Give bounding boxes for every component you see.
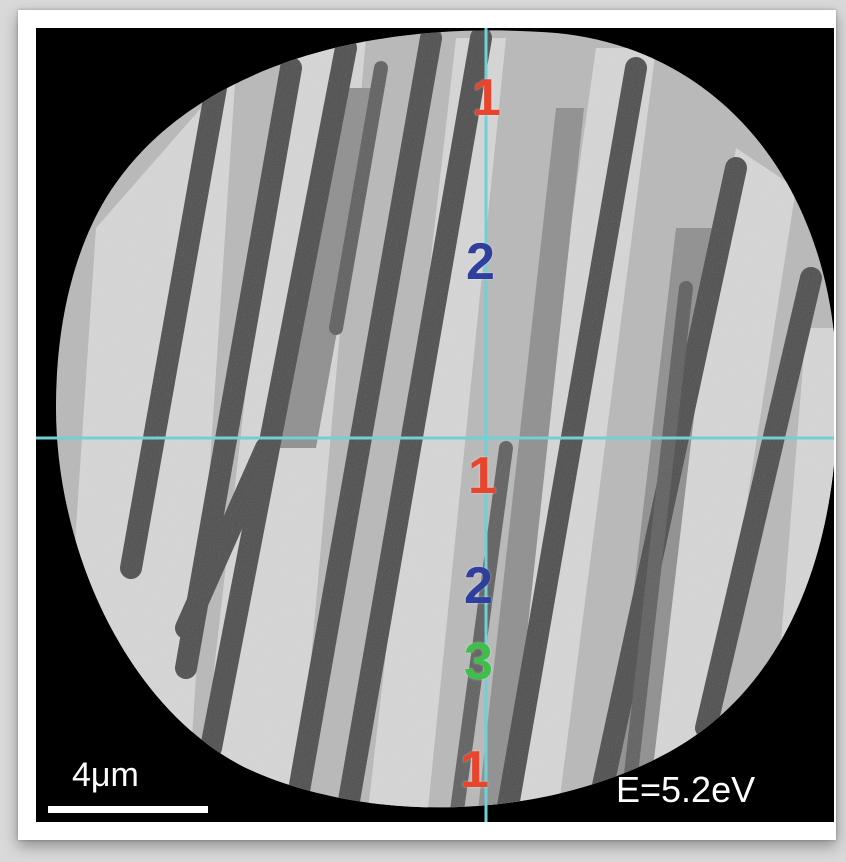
region-label-2-lower: 2	[464, 557, 493, 615]
region-label-2-upper: 2	[466, 233, 495, 291]
energy-label: E=5.2eV	[616, 769, 756, 810]
scale-bar	[48, 806, 208, 813]
region-label-1-middle: 1	[468, 447, 497, 505]
region-label-3: 3	[464, 633, 493, 691]
field-of-view	[56, 30, 834, 808]
scale-bar-label: 4μm	[72, 756, 139, 794]
microscopy-image: 1 2 1 2 3 1 4μm E=5.2eV	[36, 28, 834, 822]
region-label-1-bottom: 1	[460, 741, 489, 799]
crosshair	[36, 28, 834, 822]
microscopy-field	[36, 28, 834, 822]
region-label-1-top: 1	[472, 69, 501, 127]
